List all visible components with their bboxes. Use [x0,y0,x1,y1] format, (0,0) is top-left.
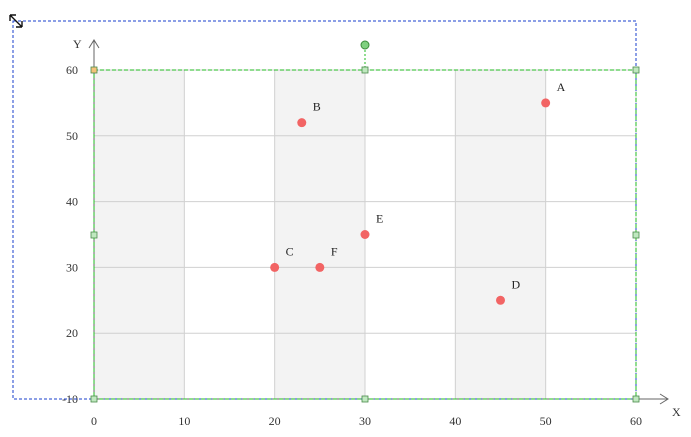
column-band [455,70,546,399]
data-point [315,262,325,272]
resize-handle[interactable] [632,231,640,239]
x-tick-label: 30 [359,414,371,428]
x-axis-arrow [659,393,669,405]
data-point-label: F [331,244,338,258]
resize-cursor-icon [9,14,23,28]
y-tick-label: 60 [66,63,78,77]
selection-frame[interactable] [9,14,640,403]
data-point-label: C [286,244,294,258]
data-points: A B C D E F [270,80,566,305]
column-bands [94,70,546,399]
y-axis-arrow [88,39,100,49]
data-point [541,98,551,108]
y-tick-label: 40 [66,195,78,209]
resize-handle[interactable] [90,395,98,403]
x-tick-label: 10 [178,414,190,428]
data-point-label: E [376,212,383,226]
data-point-label: D [512,277,521,291]
resize-handle[interactable] [361,66,369,74]
data-point-label: A [557,80,566,94]
x-tick-label: 60 [630,414,642,428]
resize-handle[interactable] [90,231,98,239]
resize-handle[interactable] [632,395,640,403]
x-axis-label: X [672,405,681,419]
y-axis-label: Y [73,37,82,51]
column-band [94,70,185,399]
y-tick-label: 50 [66,129,78,143]
x-tick-label: 50 [540,414,552,428]
data-point [360,230,370,239]
resize-handle[interactable] [90,66,98,74]
data-point [496,295,505,305]
resize-handle[interactable] [632,66,640,74]
column-band [274,70,365,399]
data-point-label: B [313,100,321,114]
rotate-handle[interactable] [360,40,370,50]
data-point [297,118,307,128]
data-point [270,262,280,272]
resize-handle[interactable] [361,395,369,403]
x-tick-label: 40 [449,414,461,428]
x-tick-label: 20 [269,414,281,428]
y-tick-label: 30 [66,260,78,274]
y-tick-label: 20 [66,326,78,340]
x-tick-label: 0 [91,414,97,428]
